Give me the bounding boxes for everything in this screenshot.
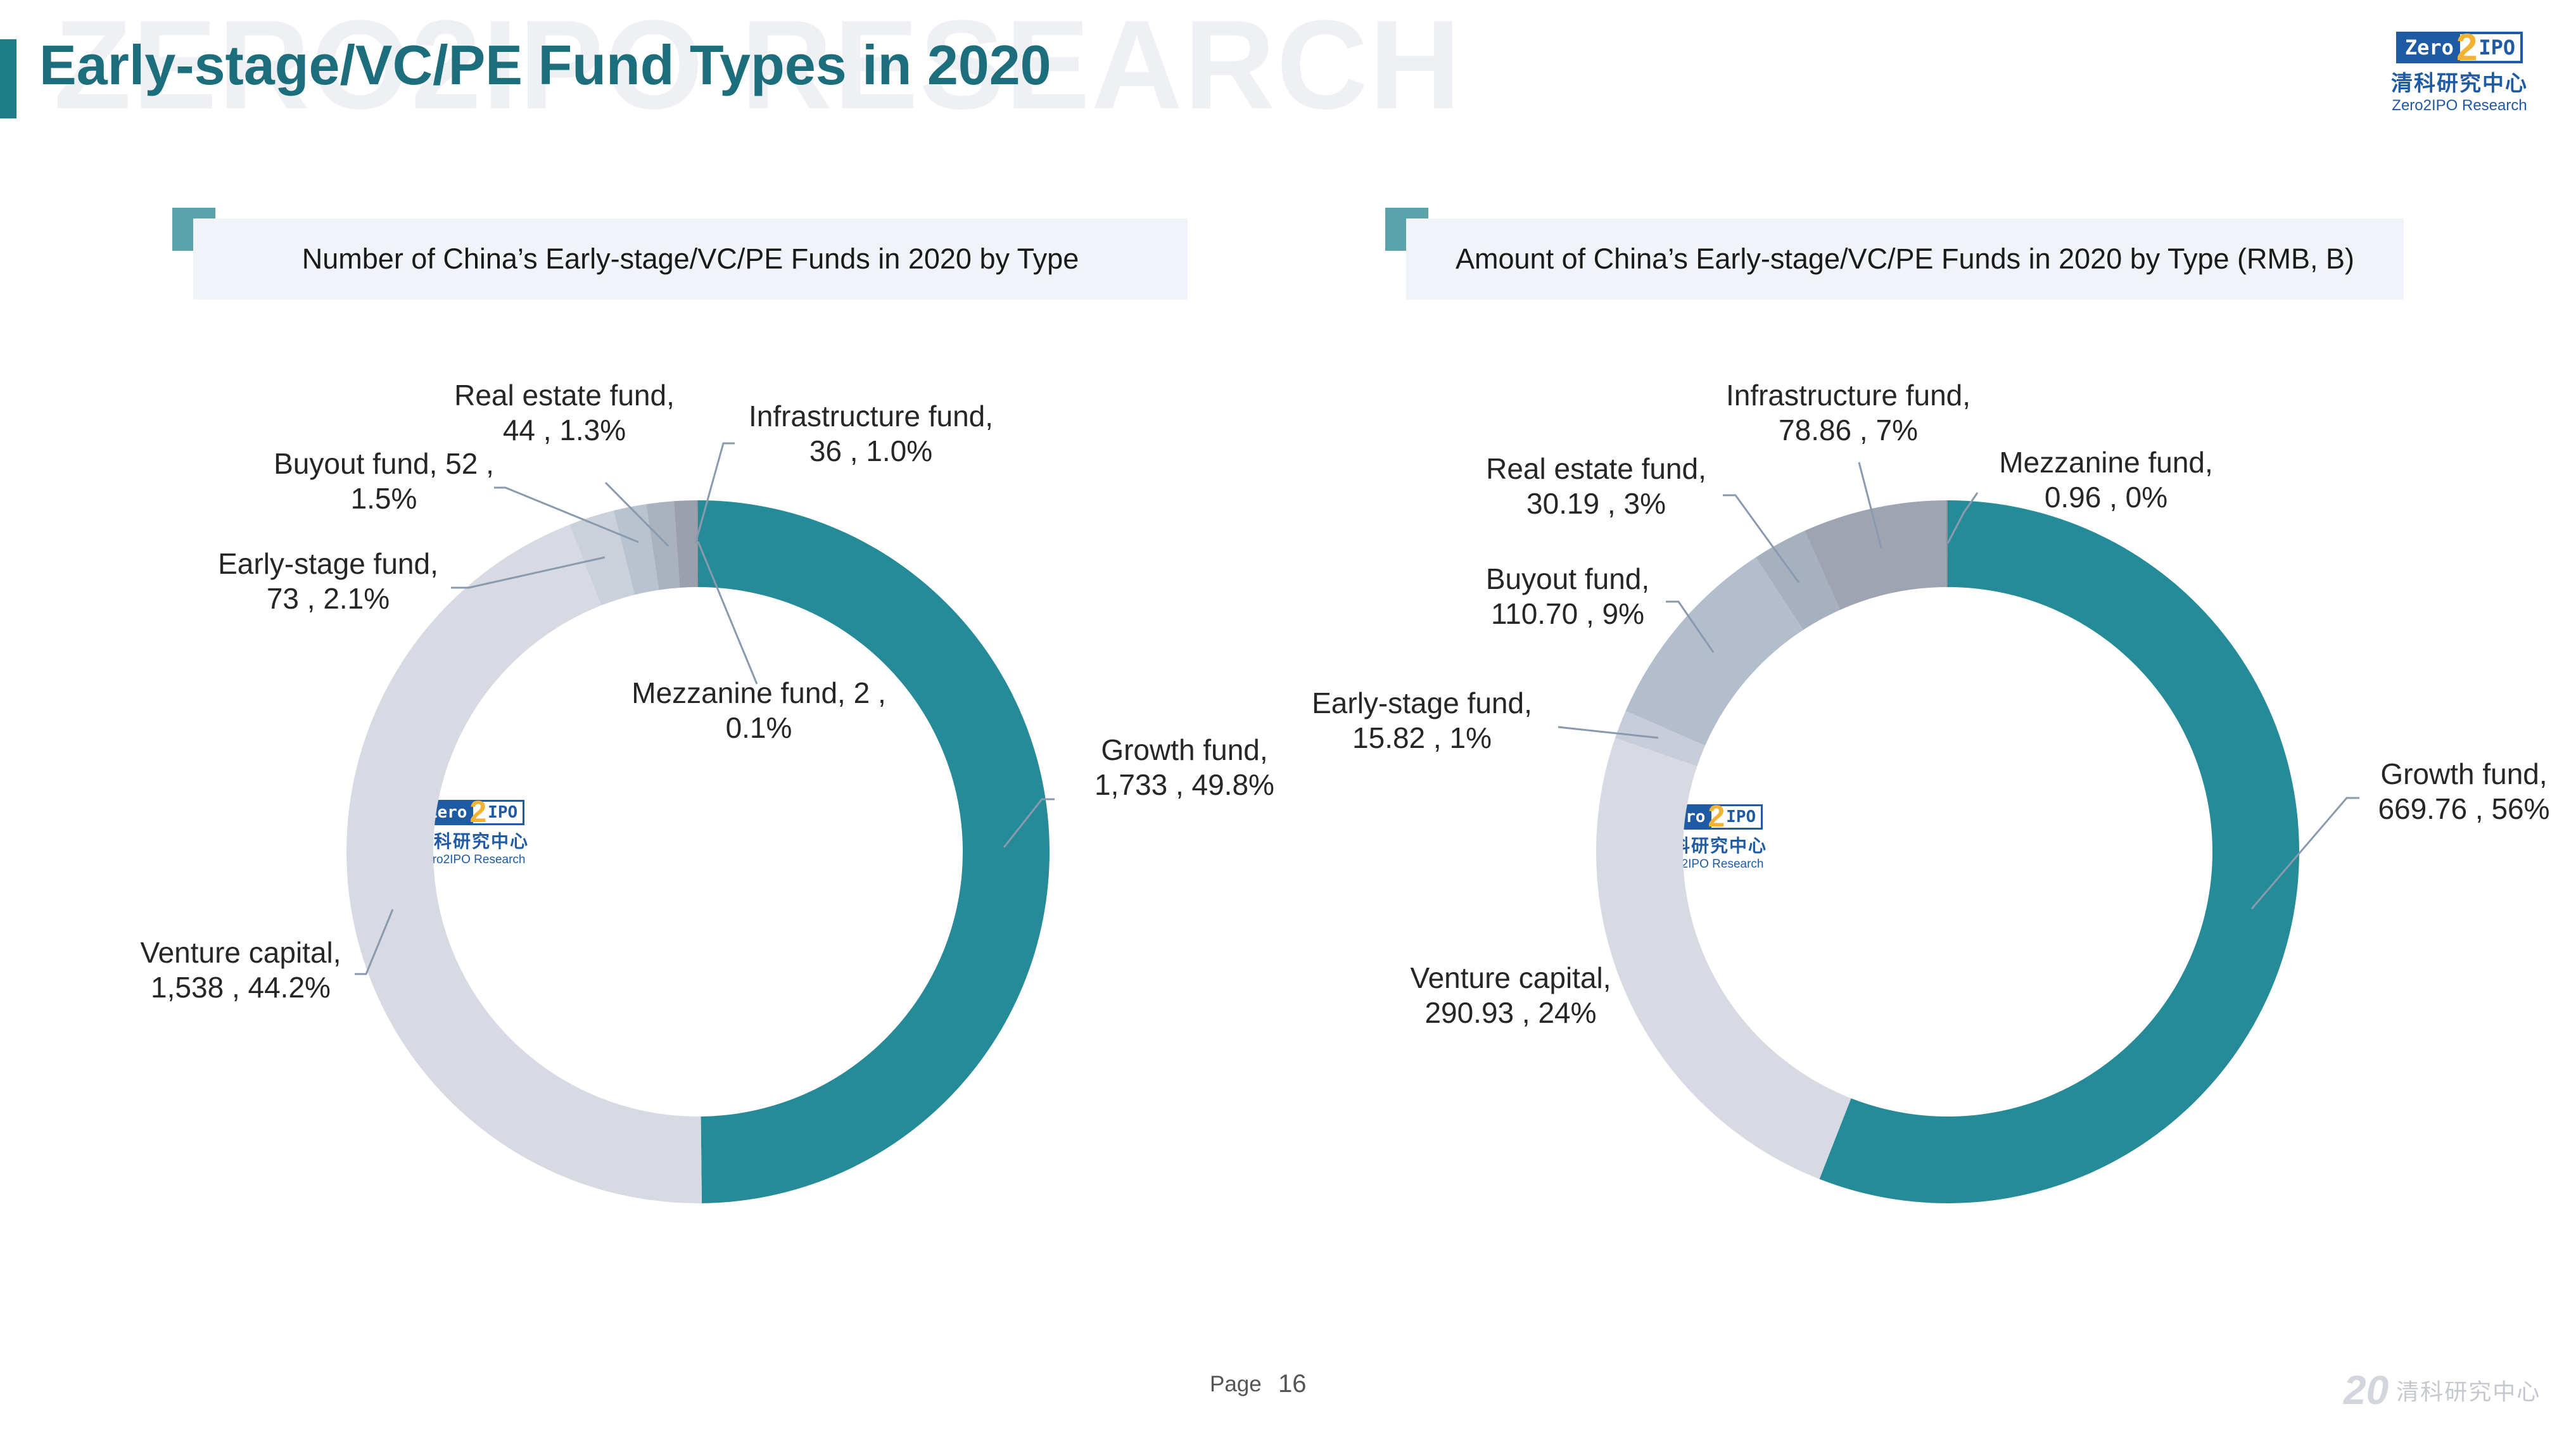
logo-english-name: Zero2IPO Research [418,853,526,866]
slice-early-stage-fund [1615,711,1706,766]
leader-line-growth-fund [1003,798,1055,848]
anniversary-mark: 20 [2344,1367,2389,1413]
data-label-buyout-fund: Buyout fund, 52 , 1.5% [274,447,494,515]
data-label-buyout-fund: Buyout fund, 110.70 , 9% [1486,562,1649,630]
leader-line-infrastructure-fund [694,442,735,544]
data-label-mezzanine-fund: Mezzanine fund, 2 , 0.1% [631,676,885,744]
logo-zero-text: Zero [2398,34,2460,61]
data-label-infrastructure-fund: Infrastructure fund, 78.86 , 7% [1726,379,1970,446]
donut-chart-count: Growth fund, 1,733 , 49.8% Venture capital… [140,379,1274,1203]
slice-mezzanine-fund [696,500,698,588]
data-label-mezzanine-fund: Mezzanine fund, 0.96 , 0% [1999,446,2213,514]
slice-buyout-fund [613,504,659,595]
logo-two-text: 2 [469,795,487,829]
slice-growth-fund [698,500,1050,1203]
data-label-early-stage-fund: Early-stage fund, 73 , 2.1% [218,547,438,615]
leader-line-buyout-fund [494,486,639,543]
page-label: Page [1210,1372,1262,1396]
logo-two-text: 2 [2456,26,2478,68]
logo-two-text: 2 [1708,800,1725,833]
logo-english-name: Zero2IPO Research [1656,857,1764,871]
title-accent-bar [0,39,16,118]
slice-real-estate-fund [646,501,680,590]
logo-badge: Zero 2 IPO [2395,28,2523,66]
logo-ipo-text: IPO [1726,807,1756,826]
data-label-infrastructure-fund: Infrastructure fund, 36 , 1.0% [749,400,993,467]
donut-chart-amount: Growth fund, 669.76 , 56% Venture capital,… [1312,379,2550,1203]
leader-line-early-stage-fund [451,556,606,589]
logo-english-name: Zero2IPO Research [2392,97,2527,114]
page-title: Early-stage/VC/PE Fund Types in 2020 [39,34,1051,96]
footer-brand-name: 清科研究中心 [2396,1379,2541,1405]
leader-line-early-stage-fund [1558,726,1659,739]
slice-growth-fund [1819,500,2299,1203]
zero2ipo-logo: Zero 2 IPO 清科研究中心 Zero2IPO Research [2391,28,2528,115]
logo-ipo-text: IPO [2478,35,2516,60]
slice-mezzanine-fund [1946,500,1948,588]
logo-chinese-name: 清科研究中心 [2391,72,2528,96]
slice-venture-capital [1596,738,1851,1179]
leader-line-mezzanine-fund [697,541,758,685]
data-label-early-stage-fund: Early-stage fund, 15.82 , 1% [1312,687,1532,754]
chart-subtitle-amount: Amount of China’s Early-stage/VC/PE Fund… [1406,218,2404,300]
data-label-growth-fund: Growth fund, 669.76 , 56% [2378,757,2549,825]
leader-line-real-estate-fund [1723,494,1800,583]
data-label-real-estate-fund: Real estate fund, 44 , 1.3% [454,379,675,446]
chart-subtitle-count: Number of China’s Early-stage/VC/PE Fund… [193,218,1188,300]
data-label-real-estate-fund: Real estate fund, 30.19 , 3% [1486,452,1706,520]
data-label-growth-fund: Growth fund, 1,733 , 49.8% [1094,733,1274,801]
slice-buyout-fund [1625,557,1803,746]
data-label-venture-capital: Venture capital, 290.93 , 24% [1410,961,1611,1029]
leader-line-real-estate-fund [604,481,669,547]
slice-infrastructure-fund [1805,500,1946,611]
footer-brand: 20 清科研究中心 [2344,1367,2541,1414]
page-number: 16 [1278,1370,1307,1398]
leader-line-infrastructure-fund [1858,462,1882,548]
leader-line-buyout-fund [1666,600,1715,653]
logo-ipo-text: IPO [488,803,518,822]
leader-line-mezzanine-fund [1946,492,1979,544]
slice-infrastructure-fund [673,500,697,588]
data-label-venture-capital: Venture capital, 1,538 , 44.2% [140,936,341,1004]
slice-venture-capital [346,524,702,1203]
background-watermark: ZERO2IPO RESEARCH [54,0,1462,136]
leader-line-growth-fund [2250,797,2359,909]
leader-line-venture-capital [355,909,394,975]
